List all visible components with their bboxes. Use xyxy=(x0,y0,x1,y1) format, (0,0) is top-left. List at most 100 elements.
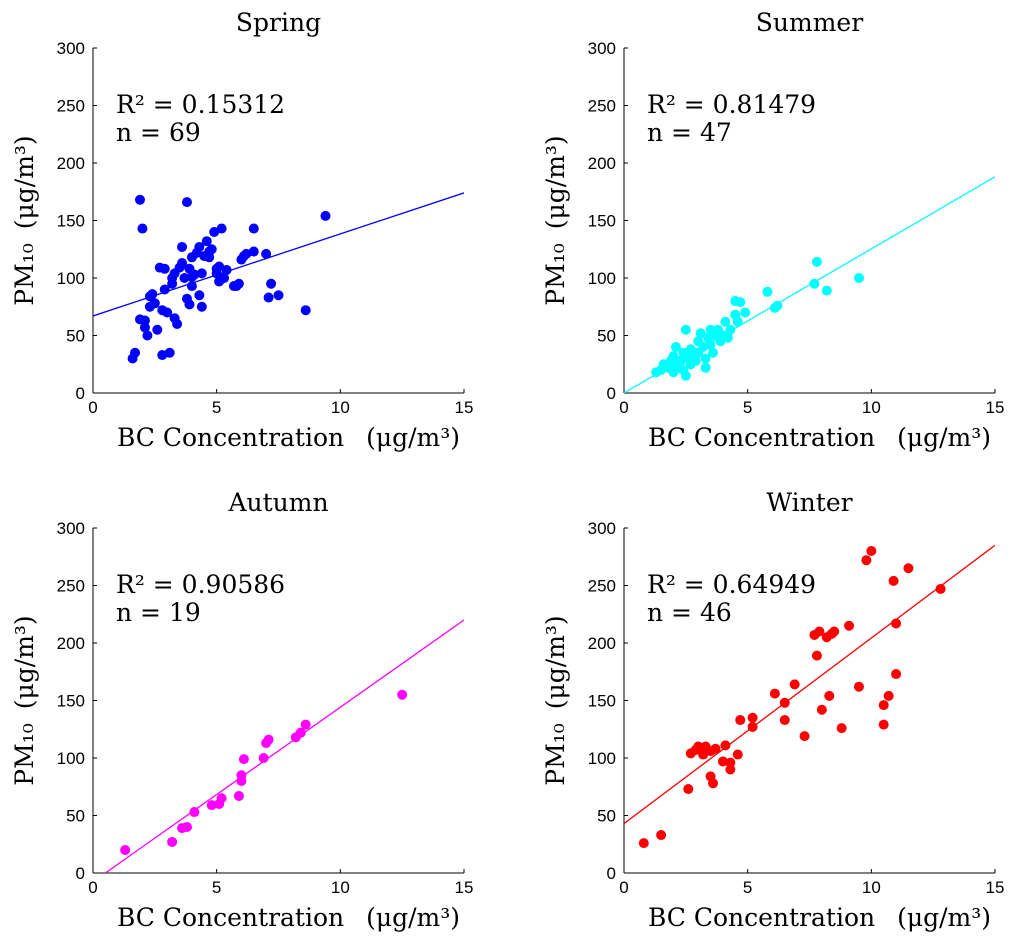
data-point xyxy=(779,715,790,726)
x-axis-unit: (μg/m³) xyxy=(366,423,460,452)
data-point xyxy=(725,324,736,335)
data-point xyxy=(295,727,306,738)
sample-size-label: n = 46 xyxy=(647,598,732,627)
data-point xyxy=(829,626,840,637)
data-point xyxy=(273,290,284,301)
x-tick-label: 5 xyxy=(212,878,221,897)
y-axis-label: PM₁₀ (μg/m³) xyxy=(541,135,570,305)
y-tick-label: 50 xyxy=(597,327,616,346)
y-tick-label: 300 xyxy=(588,39,616,58)
y-tick-label: 200 xyxy=(588,634,616,653)
y-axis-label-text: PM₁₀ xyxy=(10,723,39,785)
data-point xyxy=(206,244,217,255)
data-point xyxy=(137,223,148,234)
data-point xyxy=(196,301,207,312)
data-point xyxy=(789,679,800,690)
data-point xyxy=(194,241,205,252)
x-tick-label: 10 xyxy=(331,878,350,897)
data-point xyxy=(219,273,230,283)
x-axis-label-text: BC Concentration xyxy=(117,903,344,932)
x-tick-label: 15 xyxy=(986,878,1005,897)
data-point xyxy=(705,339,716,350)
y-tick-label: 0 xyxy=(76,384,85,403)
data-point xyxy=(189,807,200,818)
data-point xyxy=(261,248,272,259)
data-point xyxy=(891,669,902,680)
y-axis-label: PM₁₀ (μg/m³) xyxy=(541,615,570,785)
x-tick-label: 15 xyxy=(455,878,474,897)
x-axis-label: BC Concentration (μg/m³) xyxy=(117,423,460,452)
y-tick-label: 300 xyxy=(57,39,85,58)
data-point xyxy=(189,269,200,280)
x-axis-label: BC Concentration (μg/m³) xyxy=(648,903,991,932)
r-squared-label: R² = 0.90586 xyxy=(116,570,285,599)
data-point xyxy=(695,328,706,339)
data-point xyxy=(130,347,141,358)
y-tick-label: 100 xyxy=(588,269,616,288)
data-point xyxy=(320,210,331,221)
y-tick-label: 200 xyxy=(57,634,85,653)
x-tick-label: 10 xyxy=(862,878,881,897)
x-tick-label: 15 xyxy=(455,398,474,417)
data-point xyxy=(186,252,197,263)
data-point xyxy=(824,690,835,701)
y-tick-label: 300 xyxy=(57,519,85,538)
x-tick-label: 5 xyxy=(743,398,752,417)
regression-line xyxy=(104,619,464,873)
data-point xyxy=(656,830,667,841)
data-point xyxy=(735,297,746,308)
y-tick-label: 50 xyxy=(597,807,616,826)
data-point xyxy=(722,332,733,343)
data-point xyxy=(263,734,274,745)
y-axis-label-text: PM₁₀ xyxy=(10,243,39,305)
y-axis-unit: (μg/m³) xyxy=(10,615,39,709)
data-point xyxy=(809,278,820,289)
data-point xyxy=(186,281,197,292)
data-point xyxy=(233,278,244,289)
data-point xyxy=(732,316,743,327)
x-axis-unit: (μg/m³) xyxy=(366,903,460,932)
r-squared-label: R² = 0.64949 xyxy=(647,570,816,599)
data-point xyxy=(740,307,751,318)
data-point xyxy=(206,800,217,811)
data-point xyxy=(811,256,822,267)
y-axis-unit: (μg/m³) xyxy=(541,615,570,709)
x-tick-label: 0 xyxy=(619,398,628,417)
x-tick-label: 5 xyxy=(743,878,752,897)
data-point xyxy=(717,756,728,767)
y-tick-label: 50 xyxy=(66,327,85,346)
data-point xyxy=(693,741,704,752)
sample-size-label: n = 69 xyxy=(116,118,201,147)
data-point xyxy=(236,770,247,781)
y-tick-label: 150 xyxy=(57,692,85,711)
data-point xyxy=(680,324,691,335)
y-tick-label: 0 xyxy=(607,864,616,883)
data-point xyxy=(147,289,158,300)
x-tick-label: 15 xyxy=(986,398,1005,417)
data-point xyxy=(159,263,170,274)
data-point xyxy=(814,626,825,637)
data-point xyxy=(816,704,827,715)
r-squared-label: R² = 0.15312 xyxy=(116,90,285,119)
data-point xyxy=(811,650,822,661)
data-point xyxy=(179,273,190,283)
data-point xyxy=(762,286,773,297)
data-point xyxy=(935,583,946,594)
data-point xyxy=(680,370,691,381)
data-point xyxy=(152,324,163,335)
data-point xyxy=(866,546,877,556)
data-point xyxy=(878,700,889,711)
y-tick-label: 0 xyxy=(607,384,616,403)
data-point xyxy=(708,347,719,358)
y-axis-label-text: PM₁₀ xyxy=(541,723,570,785)
data-point xyxy=(167,836,178,847)
data-point xyxy=(263,292,274,303)
data-point xyxy=(184,299,195,310)
data-point xyxy=(888,575,899,586)
data-point xyxy=(710,743,721,754)
